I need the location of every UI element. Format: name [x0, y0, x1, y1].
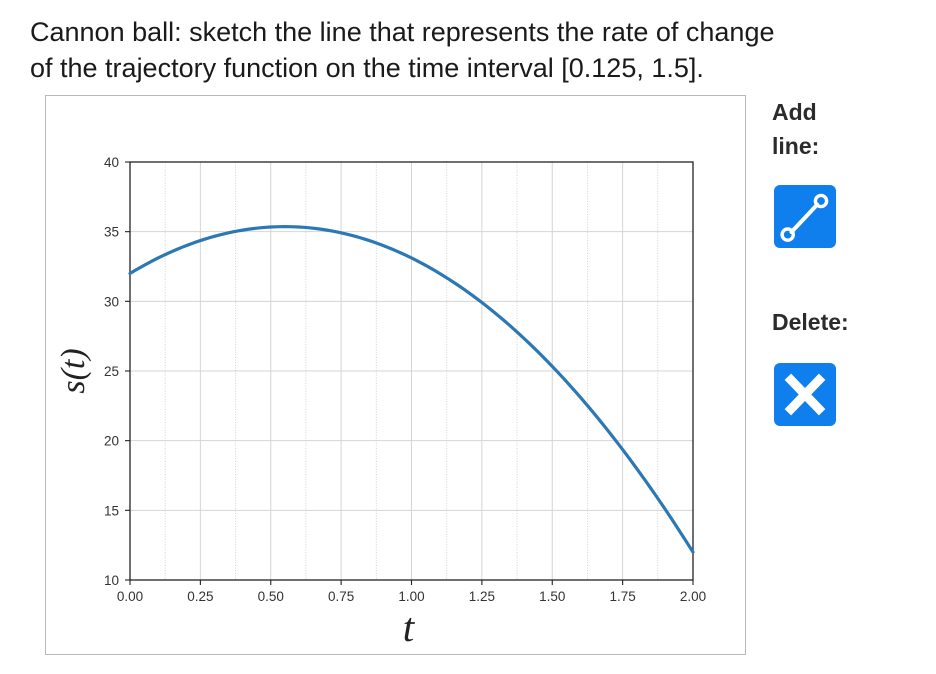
svg-text:30: 30	[104, 294, 119, 309]
svg-text:35: 35	[104, 225, 119, 240]
svg-text:40: 40	[104, 155, 119, 170]
svg-text:1.00: 1.00	[398, 589, 424, 604]
svg-text:25: 25	[104, 364, 119, 379]
svg-text:t: t	[403, 604, 416, 650]
svg-text:20: 20	[104, 434, 119, 449]
svg-text:1.25: 1.25	[469, 589, 495, 604]
svg-text:0.25: 0.25	[187, 589, 213, 604]
svg-text:0.75: 0.75	[328, 589, 354, 604]
svg-text:s(t): s(t)	[55, 348, 92, 393]
svg-text:15: 15	[104, 503, 119, 518]
svg-text:0.00: 0.00	[117, 589, 143, 604]
svg-text:10: 10	[104, 573, 119, 588]
svg-text:1.50: 1.50	[539, 589, 565, 604]
svg-text:1.75: 1.75	[609, 589, 635, 604]
svg-text:2.00: 2.00	[680, 589, 706, 604]
svg-text:0.50: 0.50	[258, 589, 284, 604]
